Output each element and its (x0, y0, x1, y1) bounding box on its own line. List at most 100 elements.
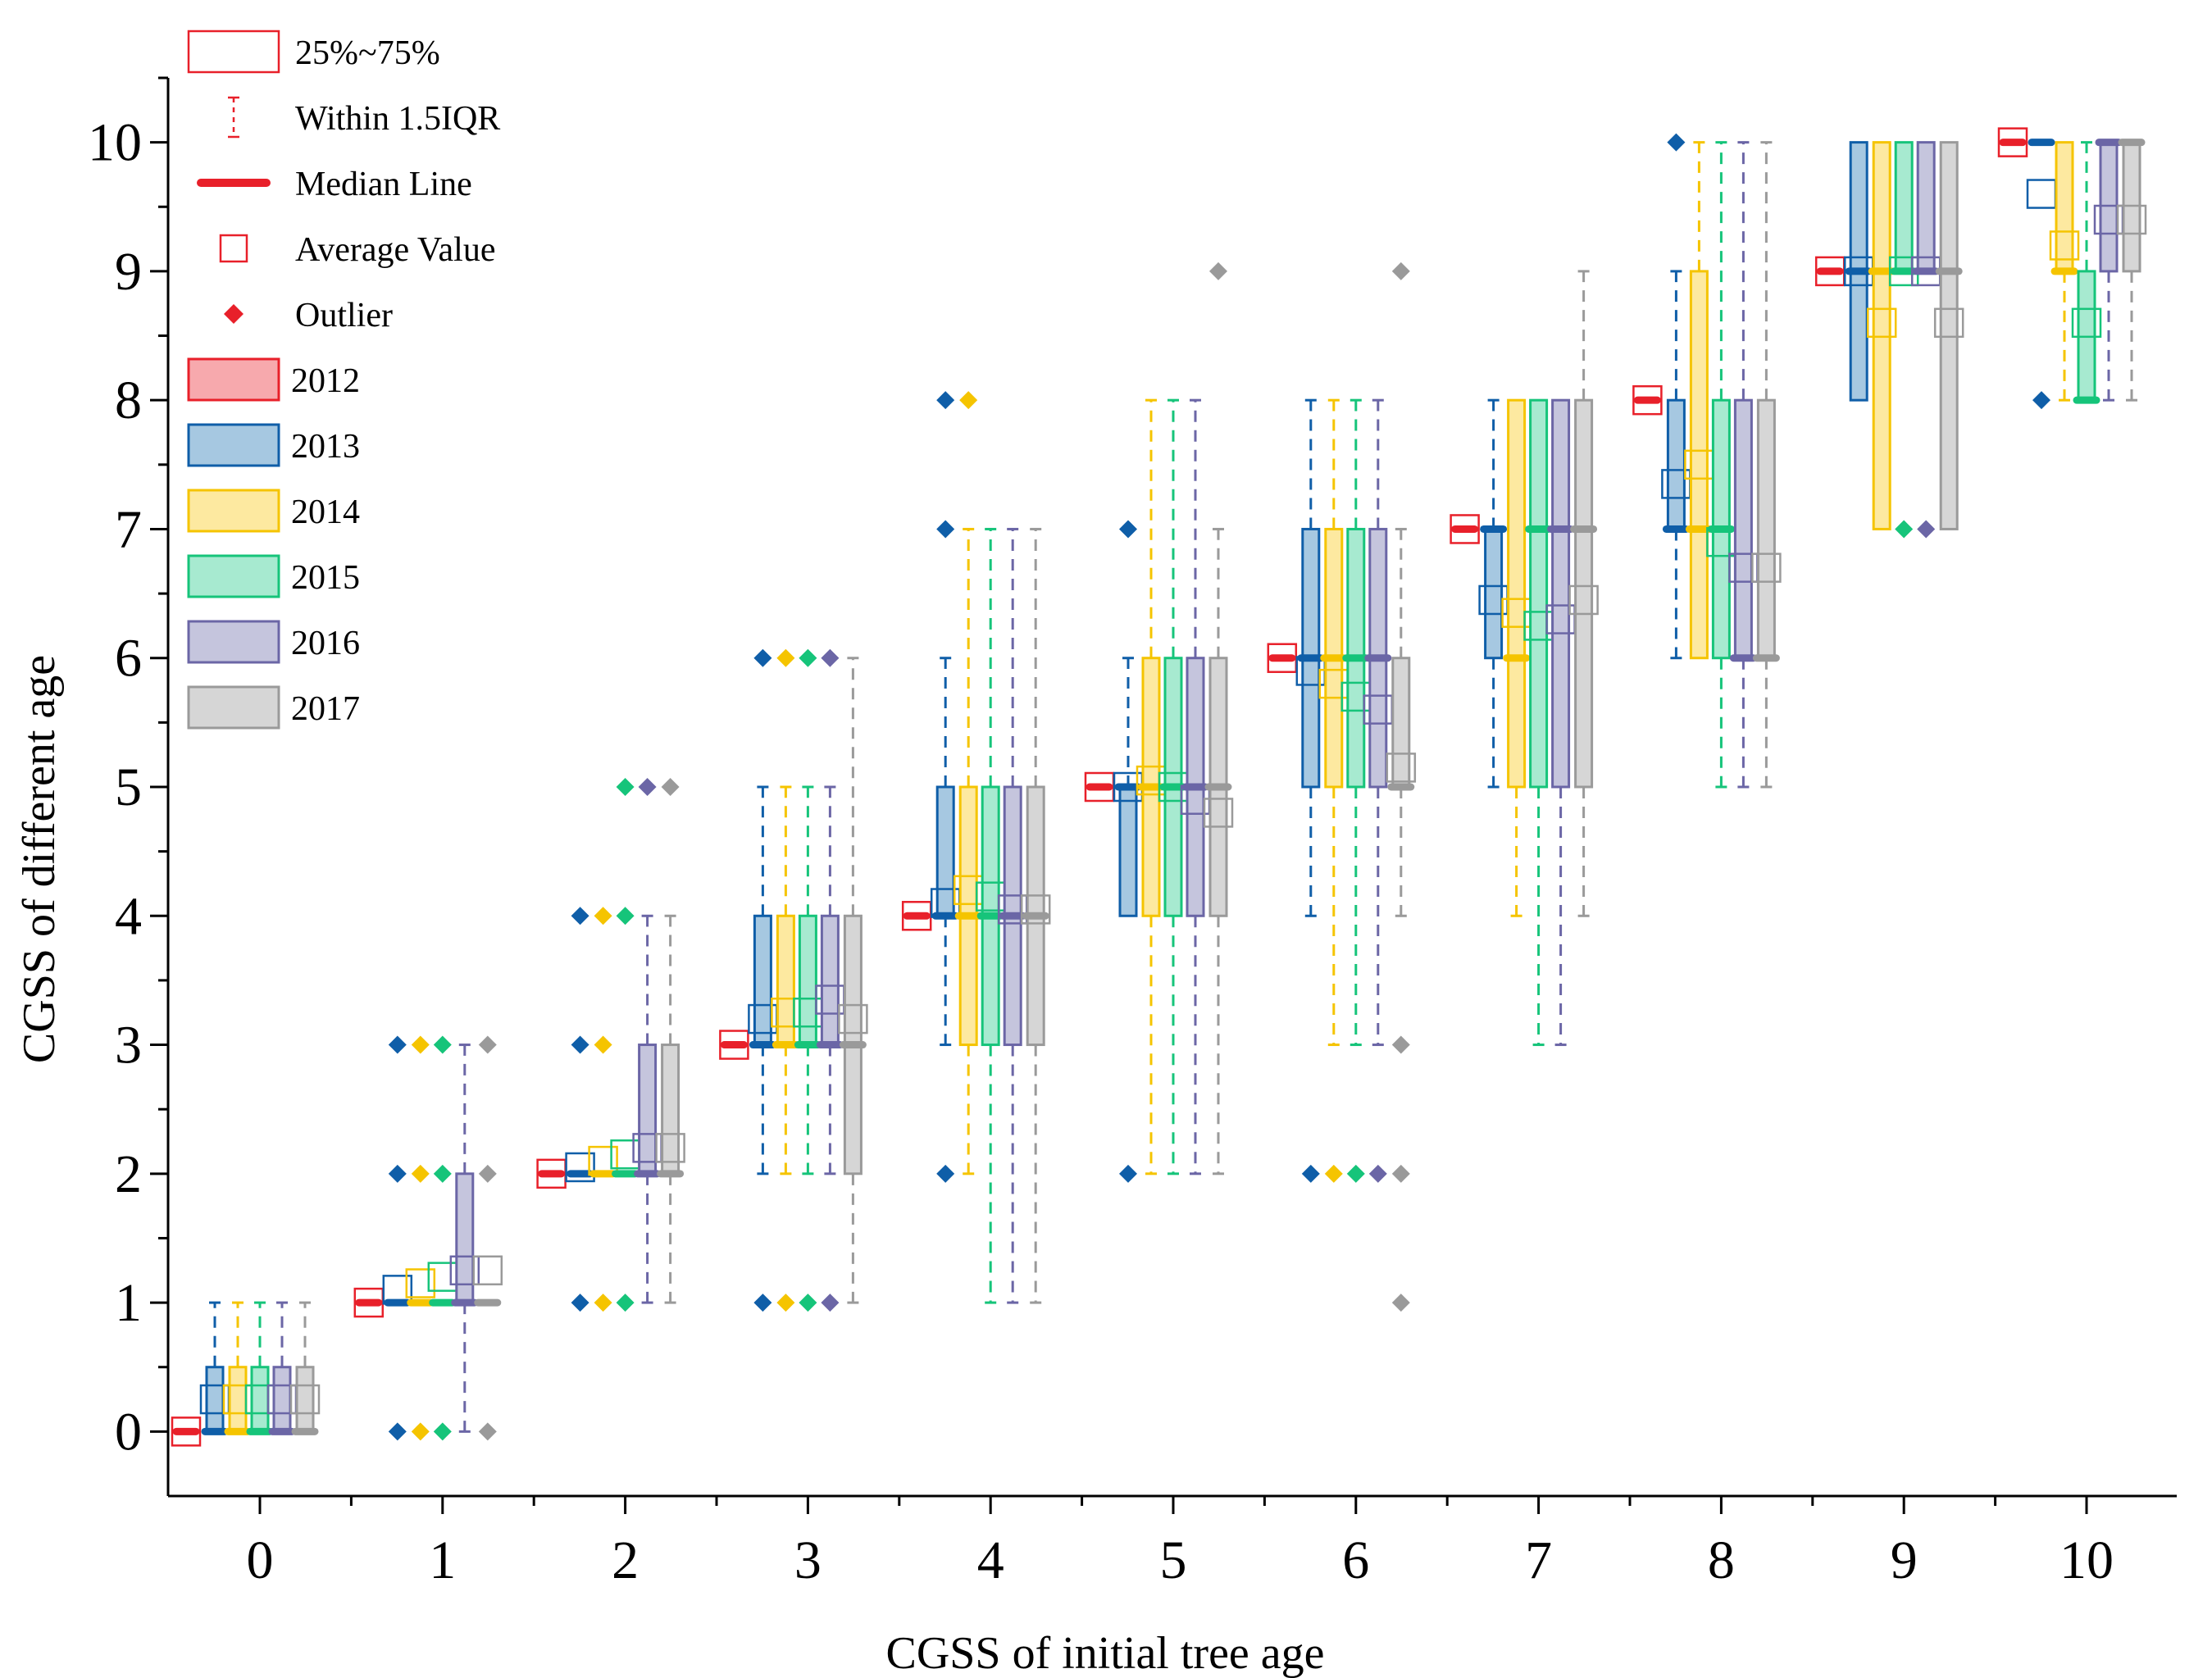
legend-series-label: 2014 (291, 493, 360, 531)
box-iqr (661, 1044, 680, 1176)
outlier-point (1391, 1294, 1410, 1312)
outlier-point (411, 1164, 430, 1183)
mean-marker (1933, 307, 1964, 339)
outlier-point (936, 391, 955, 410)
series-2015 (244, 141, 2102, 1441)
outlier-point (478, 1035, 497, 1054)
x-axis-title: CGSS of initial tree age (885, 1628, 1324, 1678)
mean-marker (838, 1003, 868, 1035)
x-tick-label: 9 (1891, 1530, 1918, 1590)
box-iqr (250, 1366, 270, 1433)
mean-marker (1020, 894, 1051, 925)
legend-series-label: 2015 (291, 559, 360, 597)
x-tick-label: 8 (1708, 1530, 1735, 1590)
outlier-point (753, 1294, 772, 1312)
box-iqr (638, 1044, 658, 1176)
x-tick-label: 10 (2060, 1530, 2114, 1590)
box-iqr (2077, 270, 2096, 402)
mean-marker (1450, 514, 1480, 544)
mean-marker (1386, 753, 1417, 783)
outlier-point (1209, 261, 1227, 280)
box-iqr (1507, 398, 1527, 789)
legend: 25%~75% Within 1.5IQR Median Line Average V… (187, 30, 500, 730)
box-iqr (776, 914, 795, 1047)
y-tick-label: 6 (115, 629, 142, 689)
y-tick-label: 0 (115, 1402, 142, 1462)
x-tick-label: 1 (429, 1530, 456, 1590)
box-iqr (1666, 398, 1686, 530)
outlier-point (571, 907, 589, 925)
outlier-point (1895, 520, 1914, 539)
legend-series-swatch (187, 554, 280, 598)
outlier-point (1368, 1164, 1387, 1183)
mean-marker (405, 1268, 436, 1298)
mean-marker (382, 1275, 413, 1305)
mean-marker (427, 1262, 458, 1292)
mean-marker (2071, 307, 2102, 339)
outlier-point (388, 1164, 407, 1183)
outlier-point (1119, 520, 1137, 539)
outlier-point (821, 1294, 840, 1312)
series-2016 (266, 139, 2124, 1435)
outlier-point (411, 1035, 430, 1054)
outlier-point (1391, 261, 1410, 280)
y-tick-label: 7 (115, 499, 142, 559)
mean-marker (655, 1133, 685, 1163)
outlier-point (616, 778, 635, 796)
y-tick-label: 2 (115, 1144, 142, 1204)
outlier-point (661, 778, 680, 796)
outlier-point (571, 1035, 589, 1054)
series-2012 (171, 127, 2028, 1447)
outlier-point (2032, 391, 2050, 410)
series-2014 (222, 141, 2080, 1441)
legend-box-symbol (187, 30, 280, 74)
outlier-point (594, 1035, 612, 1054)
mean-marker (449, 1255, 480, 1286)
x-tick-label: 7 (1525, 1530, 1552, 1590)
y-tick-label: 8 (115, 371, 142, 430)
legend-series-swatch (187, 489, 280, 533)
box-iqr (228, 1366, 248, 1433)
mean-marker (472, 1255, 503, 1286)
y-tick-label: 1 (115, 1273, 142, 1333)
box-iqr (295, 1366, 315, 1433)
y-axis-title: CGSS of different age (14, 655, 65, 1063)
outlier-point (1667, 133, 1686, 152)
mean-marker (588, 1145, 618, 1176)
outlier-point (1917, 520, 1936, 539)
legend-series-label: 2013 (291, 428, 360, 466)
outlier-point (959, 391, 978, 410)
x-tick-label: 6 (1342, 1530, 1369, 1590)
x-tick-label: 2 (612, 1530, 639, 1590)
box-iqr (1733, 398, 1753, 660)
mean-marker (2116, 204, 2147, 235)
box-iqr (753, 914, 772, 1047)
legend-label: Outlier (295, 297, 393, 334)
box-iqr (1939, 141, 1959, 530)
mean-marker (1568, 584, 1599, 616)
box-iqr (205, 1366, 225, 1433)
outlier-point (478, 1164, 497, 1183)
outlier-point (1391, 1035, 1410, 1054)
box-iqr (272, 1366, 292, 1433)
box-iqr (798, 914, 817, 1047)
mean-marker (171, 1417, 202, 1447)
outlier-point (616, 907, 635, 925)
outlier-point (776, 1294, 795, 1312)
legend-outlier-symbol (224, 304, 244, 324)
legend-series-label: 2012 (291, 362, 360, 400)
outlier-point (776, 648, 795, 667)
outlier-point (594, 1294, 612, 1312)
mean-marker (1997, 127, 2028, 157)
outlier-point (1301, 1164, 1320, 1183)
legend-series-swatch (187, 423, 280, 467)
outlier-point (433, 1422, 452, 1441)
outlier-point (799, 648, 817, 667)
x-tick-label: 0 (247, 1530, 274, 1590)
box-iqr (455, 1172, 475, 1304)
legend-label: Median Line (295, 166, 472, 203)
box-iqr (1551, 398, 1571, 789)
box-iqr (935, 785, 955, 917)
box-iqr (1118, 785, 1138, 917)
outlier-point (411, 1422, 430, 1441)
